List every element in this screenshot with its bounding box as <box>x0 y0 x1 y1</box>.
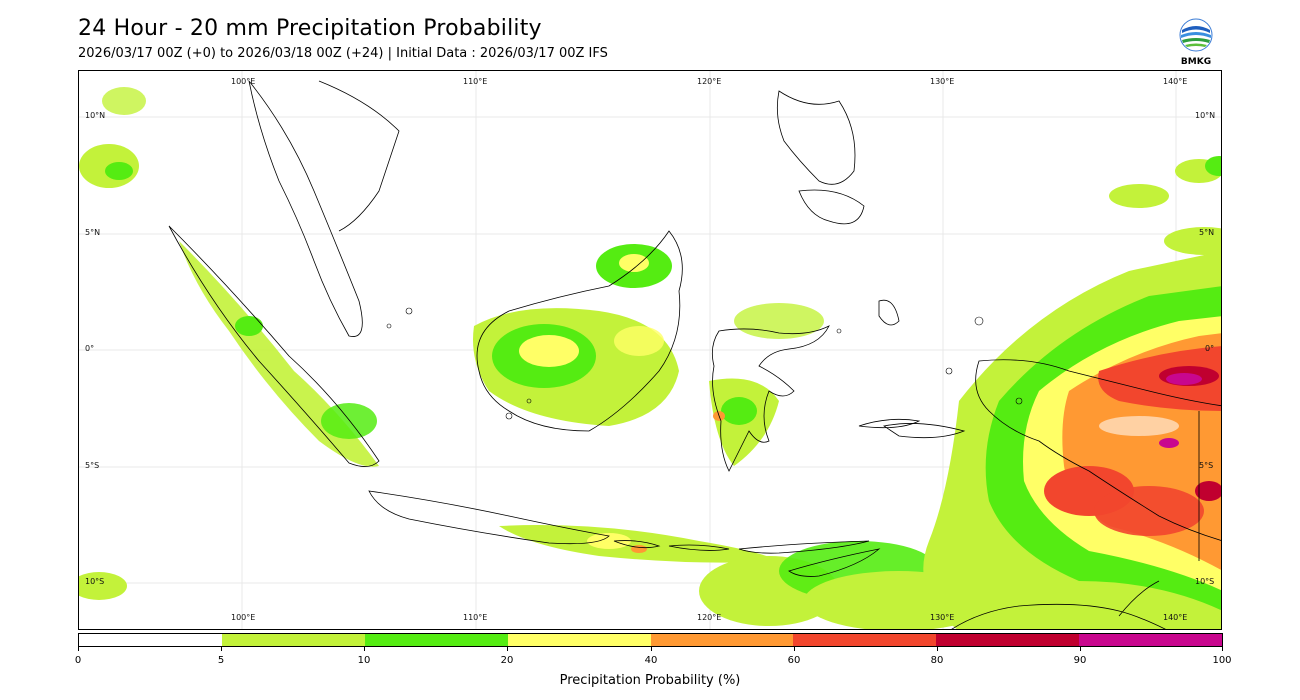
small-islands <box>386 307 1023 420</box>
colorbar-bin-80-90 <box>936 634 1080 646</box>
colorbar-tick-mark <box>794 647 795 651</box>
lat-label-right: 5°N <box>1199 228 1215 237</box>
map-canvas <box>79 71 1221 629</box>
colorbar-tick-mark <box>507 647 508 651</box>
lon-label-bottom: 130°E <box>930 613 955 622</box>
colorbar-tick-mark <box>78 647 79 651</box>
lon-label-bottom: 120°E <box>697 613 722 622</box>
lon-label-top: 120°E <box>697 77 722 86</box>
colorbar-tick-label: 60 <box>787 655 801 666</box>
colorbar-tick-label: 80 <box>930 655 944 666</box>
chart-title: 24 Hour - 20 mm Precipitation Probabilit… <box>78 16 542 41</box>
lat-label-right: 10°S <box>1195 577 1215 586</box>
colorbar <box>78 633 1223 647</box>
lon-label-bottom: 110°E <box>463 613 488 622</box>
lat-label-left: 0° <box>85 344 95 353</box>
lon-label-top: 130°E <box>930 77 955 86</box>
logo-text: BMKG <box>1180 57 1212 67</box>
lon-label-top: 110°E <box>463 77 488 86</box>
colorbar-tick-mark <box>651 647 652 651</box>
colorbar-tick-label: 0 <box>74 655 82 666</box>
lat-label-right: 5°S <box>1199 461 1214 470</box>
chart-subtitle: 2026/03/17 00Z (+0) to 2026/03/18 00Z (+… <box>78 46 608 61</box>
colorbar-bin-0-5 <box>79 634 222 646</box>
lat-label-left: 10°N <box>85 111 106 120</box>
map-panel: 100°E 110°E 120°E 130°E 140°E 100°E 110°… <box>78 70 1222 630</box>
lat-label-left: 5°N <box>85 228 101 237</box>
lat-label-left: 10°S <box>85 577 105 586</box>
colorbar-tick-mark <box>1080 647 1081 651</box>
lon-label-bottom: 100°E <box>231 613 256 622</box>
colorbar-tick-mark <box>221 647 222 651</box>
lat-label-right: 0° <box>1205 344 1215 353</box>
colorbar-tick-label: 20 <box>500 655 514 666</box>
colorbar-tick-label: 10 <box>357 655 371 666</box>
lon-label-top: 140°E <box>1163 77 1188 86</box>
colorbar-bin-5-10 <box>221 634 365 646</box>
colorbar-tick-mark <box>364 647 365 651</box>
coastlines <box>168 80 1221 629</box>
colorbar-bin-60-80 <box>793 634 937 646</box>
lat-label-right: 10°N <box>1195 111 1216 120</box>
colorbar-tick-label: 5 <box>217 655 225 666</box>
colorbar-label: Precipitation Probability (%) <box>559 673 741 688</box>
colorbar-tick-label: 100 <box>1212 655 1232 666</box>
lon-label-top: 100°E <box>231 77 256 86</box>
colorbar-tick-mark <box>937 647 938 651</box>
colorbar-tick-label: 90 <box>1073 655 1087 666</box>
lat-label-left: 5°S <box>85 461 100 470</box>
colorbar-tick-mark <box>1222 647 1223 651</box>
colorbar-ticks: 0 5 10 20 40 60 80 90 100 <box>74 647 1232 666</box>
colorbar-bin-10-20 <box>364 634 508 646</box>
colorbar-bin-40-60 <box>650 634 794 646</box>
bmkg-logo: BMKG <box>1176 18 1216 67</box>
colorbar-bin-20-40 <box>507 634 651 646</box>
bmkg-logo-icon <box>1179 18 1213 52</box>
colorbar-bin-90-100 <box>1079 634 1222 646</box>
precipitation-field <box>79 87 1221 629</box>
colorbar-tick-label: 40 <box>644 655 658 666</box>
lon-label-bottom: 140°E <box>1163 613 1188 622</box>
